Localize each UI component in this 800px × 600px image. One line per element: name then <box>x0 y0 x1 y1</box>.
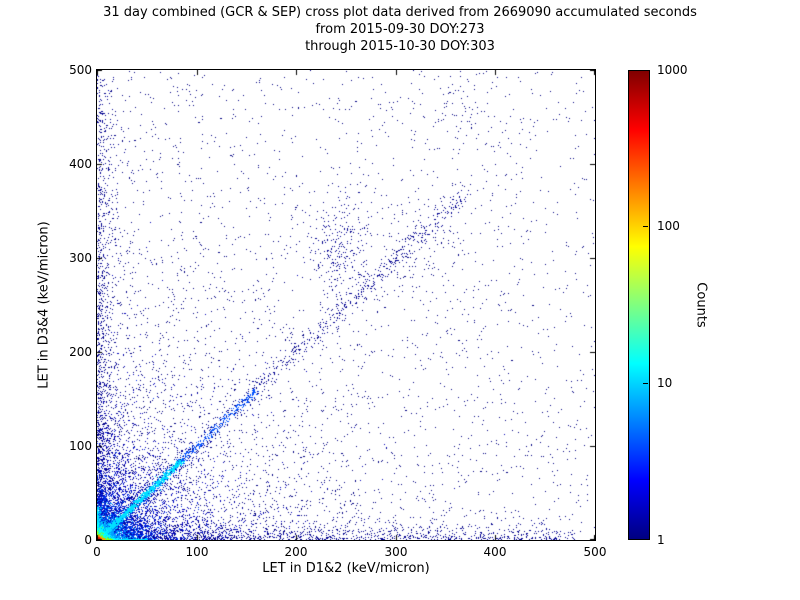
y-tick-label: 100 <box>69 439 92 453</box>
colorbar-tick-label: 1000 <box>657 63 688 77</box>
chart-title-line1: 31 day combined (GCR & SEP) cross plot d… <box>103 5 697 20</box>
x-tick-label: 500 <box>583 545 607 559</box>
scatter-canvas <box>97 70 595 540</box>
y-tick-label: 300 <box>69 251 92 265</box>
colorbar-tick-label: 1 <box>657 533 665 547</box>
x-axis-label: LET in D1&2 (keV/micron) <box>262 561 430 576</box>
colorbar-tick <box>643 539 648 540</box>
colorbar-tick <box>643 383 648 384</box>
chart-title-line3: through 2015-10-30 DOY:303 <box>305 39 495 54</box>
y-tick-label: 0 <box>84 533 92 547</box>
x-tick-label: 0 <box>93 545 101 559</box>
x-tick-label: 400 <box>483 545 507 559</box>
y-tick-label: 400 <box>69 157 92 171</box>
colorbar <box>628 70 650 540</box>
colorbar-tick <box>643 70 648 71</box>
y-tick-label: 500 <box>69 63 92 77</box>
colorbar-tick-label: 10 <box>657 376 673 390</box>
plot-area <box>96 69 596 541</box>
colorbar-tick-label: 100 <box>657 219 680 233</box>
y-tick-label: 200 <box>69 345 92 359</box>
chart-title-line2: from 2015-09-30 DOY:273 <box>315 22 485 37</box>
x-tick-label: 200 <box>284 545 308 559</box>
colorbar-tick <box>643 226 648 227</box>
colorbar-label: Counts <box>693 282 709 328</box>
y-axis-label: LET in D3&4 (keV/micron) <box>36 221 52 389</box>
x-tick-label: 100 <box>185 545 209 559</box>
x-tick-label: 300 <box>384 545 408 559</box>
